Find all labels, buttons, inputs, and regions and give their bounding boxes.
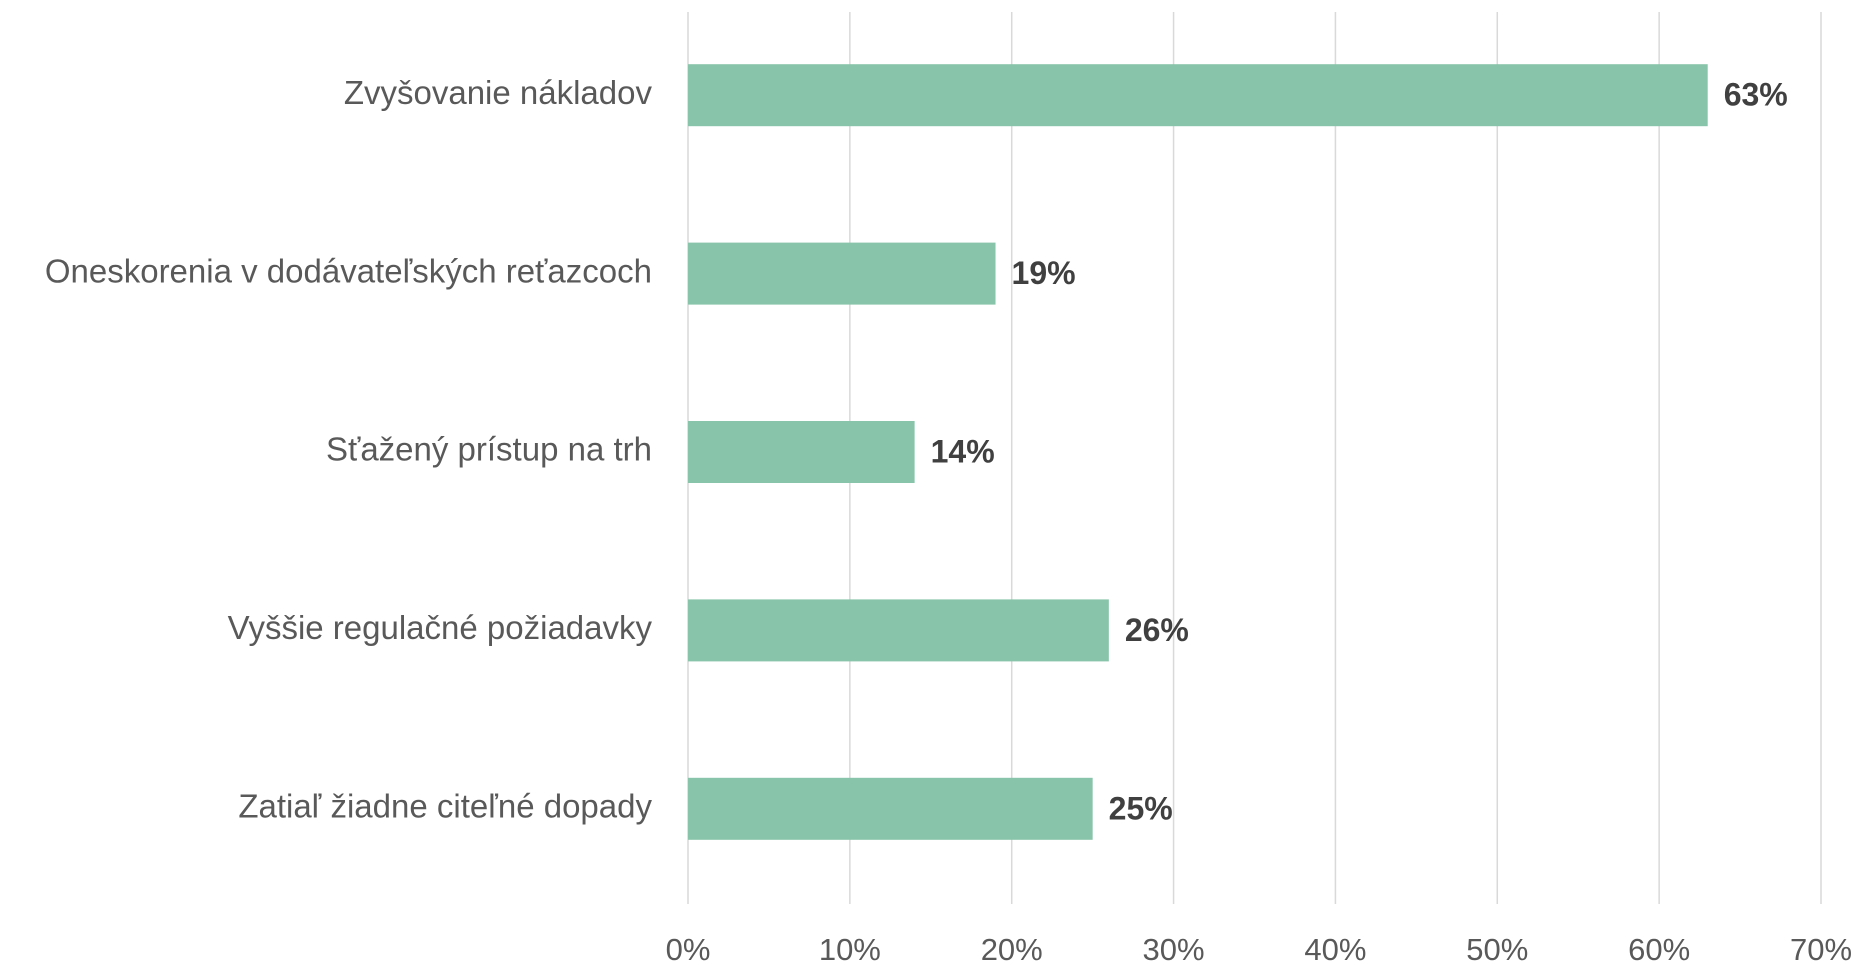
y-tick-label: Vyššie regulačné požiadavky [228,609,653,646]
y-tick-label: Zvyšovanie nákladov [344,74,653,111]
value-label: 19% [1012,255,1076,291]
y-tick-label: Oneskorenia v dodávateľských reťazcoch [45,252,652,289]
x-tick-label: 60% [1628,932,1690,965]
bar [688,242,996,305]
bar [688,777,1093,840]
value-label: 26% [1125,612,1189,648]
x-tick-label: 40% [1304,932,1366,965]
x-tick-label: 0% [666,932,711,965]
value-label: 14% [931,433,995,469]
value-label: 25% [1109,790,1173,826]
x-tick-label: 50% [1466,932,1528,965]
y-tick-label: Zatiaľ žiadne citeľné dopady [238,788,652,825]
x-tick-label: 20% [981,932,1043,965]
bar [688,421,915,483]
bar [688,599,1109,662]
y-tick-label: Sťažený prístup na trh [326,431,652,468]
x-tick-label: 70% [1790,932,1852,965]
x-tick-label: 10% [819,932,881,965]
value-label: 63% [1724,77,1788,113]
bar [688,64,1708,127]
x-tick-label: 30% [1143,932,1205,965]
